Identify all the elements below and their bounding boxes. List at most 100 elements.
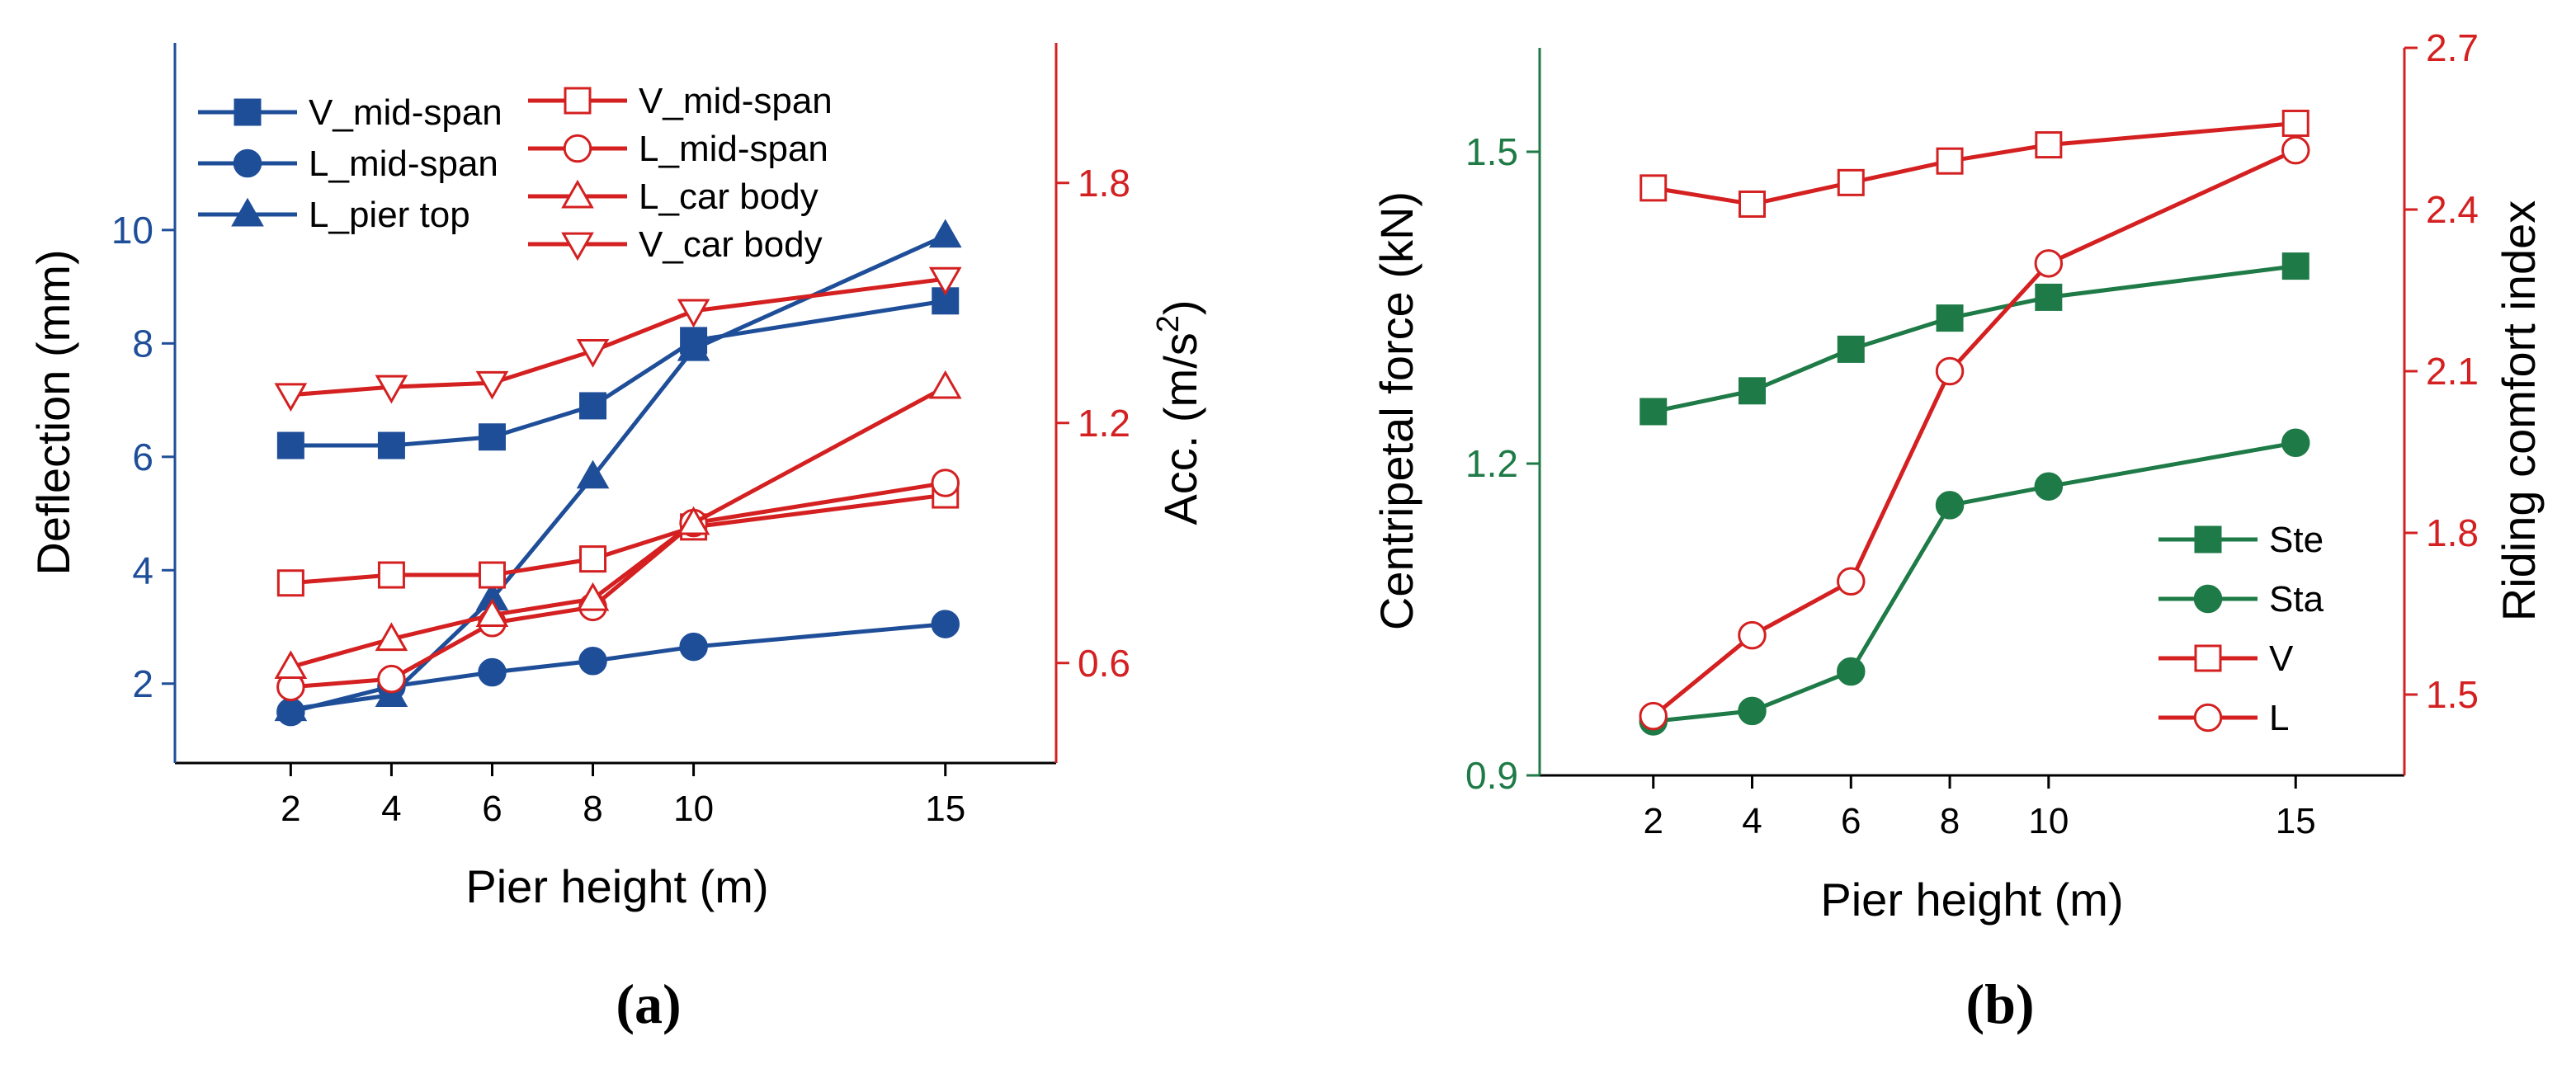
series-a-6-v-car-body-point-8 (576, 339, 610, 368)
series-b-0-ste-point-4 (1739, 377, 1767, 405)
series-a-0-v-mid-span-line (290, 299, 946, 448)
y-tick-label-left-a-10: 10 (111, 209, 153, 252)
y-tick-label-left-b-1-2: 1.2 (1465, 442, 1518, 485)
y-tick-label-right-b-2-7: 2.7 (2426, 26, 2479, 69)
x-tick-label-a-4: 4 (381, 789, 401, 829)
series-b-1-sta-point-6 (1837, 657, 1866, 686)
x-tick-label-b-4: 4 (1742, 801, 1762, 841)
y-tick-label-right-b-2-1: 2.1 (2426, 350, 2479, 393)
series-b-3-l-point-10 (2034, 249, 2064, 278)
legend-b-3-l-label: L (2269, 698, 2289, 738)
series-b-0-ste-point-6 (1837, 335, 1865, 363)
series-a-6-v-car-body-point-6 (475, 370, 509, 400)
series-b-0-ste-line (1653, 264, 2296, 414)
legend-a-5-l-car-body-marker (561, 179, 594, 209)
series-b-2-v-point-4 (1739, 190, 1767, 218)
x-tick-label-b-6: 6 (1841, 801, 1861, 841)
series-a-6-v-car-body-line (290, 276, 946, 398)
y-tick-label-right-a-1-2: 1.2 (1078, 402, 1130, 445)
series-a-5-l-car-body-point-15 (928, 370, 962, 399)
series-a-0-v-mid-span-point-15 (932, 287, 960, 315)
series-a-4-l-mid-span-line (290, 481, 946, 690)
x-tick-label-b-10: 10 (2028, 801, 2069, 841)
series-a-1-l-mid-span-point-8 (578, 647, 607, 676)
axes-frame-a: 2 4 6 8 10 15 2 4 6 8 10 0.6 1.2 1.8 (111, 43, 1130, 829)
y-tick-label-right-b-1-8: 1.8 (2426, 511, 2479, 554)
legend-a-2-l-pier-top-label: L_pier top (309, 195, 470, 235)
series-a-5-l-car-body-point-10 (677, 506, 710, 535)
series-a-2-l-pier-top-point-15 (928, 219, 962, 248)
series-a-3-v-mid-span-line (290, 492, 946, 586)
legend-a-6-v-car-body-label: V_car body (639, 224, 823, 265)
x-axis-label-a: Pier height (m) (465, 860, 768, 912)
series-b-1-sta-point-8 (1935, 491, 1965, 520)
y-tick-label-left-a-4: 4 (132, 549, 153, 591)
legend-a-3-v-mid-span-label: V_mid-span (639, 81, 833, 121)
panel-label-a: (a) (616, 973, 681, 1035)
series-a-5-l-car-body-point-2 (274, 650, 308, 680)
series-a-1-l-mid-span-point-6 (478, 657, 507, 687)
x-tick-label-b-15: 15 (2276, 801, 2316, 841)
legend-a: V_mid-span L_mid-span L_pier top V_mid-span… (198, 81, 833, 265)
series-b-3-l-point-2 (1639, 701, 1668, 731)
chart-panel-b: 2 4 6 8 10 15 0.9 1.2 1.5 1.5 1.8 2.1 2.4 2.7 Ste Sta V… (1371, 26, 2545, 1035)
legend-a-4-l-mid-span-label: L_mid-span (639, 129, 828, 169)
series-b-1-sta-line (1653, 440, 2296, 723)
y-axis-label-right-a-tail: ) (1154, 299, 1206, 315)
series-a-3-v-mid-span-point-4 (377, 561, 405, 589)
y-axis-label-left-b: Centripetal force (kN) (1371, 191, 1422, 630)
series-b-2-v-point-10 (2035, 131, 2063, 159)
y-tick-label-left-a-8: 8 (132, 322, 153, 365)
series-b-0-ste-point-2 (1639, 398, 1668, 426)
legend-a-5-l-car-body-label: L_car body (639, 177, 819, 217)
y-tick-label-left-b-1-5: 1.5 (1465, 130, 1518, 173)
series-b-3-l-point-15 (2281, 135, 2310, 165)
y-tick-label-left-b-0-9: 0.9 (1465, 754, 1518, 797)
chart-panel-a: 2 4 6 8 10 15 2 4 6 8 10 0.6 1.2 1.8 V_mid-span L_mid-… (27, 43, 1206, 1035)
series-a-0-v-mid-span-point-8 (579, 392, 607, 420)
panel-label-b: (b) (1965, 973, 2034, 1035)
series-a-0-v-mid-span-point-4 (377, 431, 405, 459)
series-a-2-l-pier-top-line (290, 233, 946, 712)
series-a-5-l-car-body-point-8 (576, 582, 610, 611)
legend-b-1-sta-marker (2193, 584, 2223, 614)
series-a-1-l-mid-span-point-15 (931, 610, 960, 638)
series-b-1-sta-point-4 (1738, 696, 1767, 726)
series-a-4-l-mid-span-point-15 (931, 469, 960, 497)
axes-frame-b: 2 4 6 8 10 15 0.9 1.2 1.5 1.5 1.8 2.1 2.4 2.7 (1465, 26, 2479, 841)
legend-b-2-v-label: V (2269, 638, 2294, 679)
series-b-0-ste-point-10 (2035, 283, 2063, 311)
series-a-5-l-car-body-point-6 (475, 598, 509, 627)
series-b-1-sta-point-15 (2281, 428, 2310, 458)
series-b-3-l-point-4 (1738, 620, 1767, 650)
legend-b-0-ste-label: Ste (2269, 520, 2324, 560)
series-a-6-v-car-body-point-10 (677, 299, 710, 328)
legend-b-3-l-marker (2193, 703, 2223, 732)
series-a-6-v-car-body-point-2 (274, 383, 308, 412)
series-group-b (1639, 109, 2310, 736)
series-a-3-v-mid-span-point-8 (579, 545, 607, 573)
x-tick-label-a-6: 6 (482, 789, 502, 829)
y-axis-label-right-a-main: Acc. (m/s (1154, 332, 1206, 525)
series-a-6-v-car-body-point-15 (928, 266, 962, 296)
series-a-2-l-pier-top-point-2 (274, 692, 308, 722)
legend-a-0-v-mid-span-marker (234, 98, 262, 126)
series-b-0-ste-point-8 (1936, 304, 1964, 332)
series-b-3-l-point-8 (1935, 356, 1965, 386)
series-a-3-v-mid-span-point-2 (276, 569, 304, 597)
legend-b-1-sta-label: Sta (2269, 579, 2324, 619)
series-a-6-v-car-body-point-4 (375, 374, 408, 404)
series-a-0-v-mid-span-point-2 (276, 431, 304, 459)
series-group-a (274, 219, 962, 727)
series-b-0-ste-point-15 (2281, 252, 2309, 280)
legend-a-1-l-mid-span-label: L_mid-span (309, 144, 498, 184)
legend-a-3-v-mid-span-marker (564, 87, 592, 115)
series-b-2-v-point-15 (2281, 109, 2309, 137)
y-tick-label-right-a-0-6: 0.6 (1078, 642, 1130, 685)
x-tick-label-a-10: 10 (673, 789, 714, 829)
series-b-2-v-point-8 (1936, 147, 1964, 175)
y-tick-label-right-a-1-8: 1.8 (1078, 162, 1130, 205)
y-tick-label-right-b-1-5: 1.5 (2426, 673, 2479, 716)
series-a-2-l-pier-top-point-8 (576, 459, 610, 489)
